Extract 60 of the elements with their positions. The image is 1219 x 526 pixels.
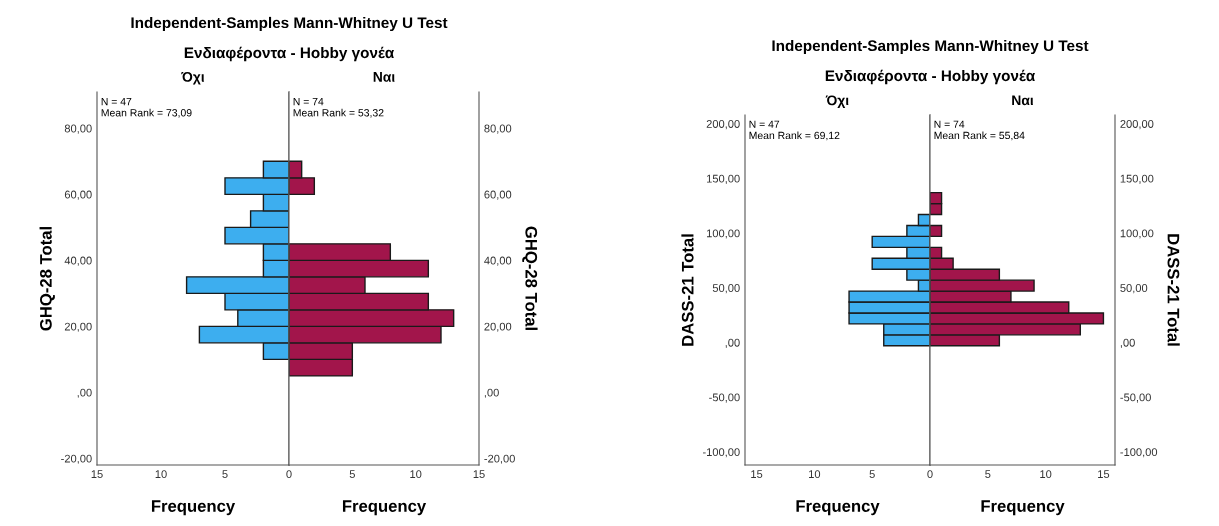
y-tick-label: 100,00 xyxy=(1120,229,1154,239)
y-axis-title: DASS-21 Total xyxy=(681,234,694,346)
text: Όχι xyxy=(181,71,205,85)
y-axis-title: GHQ-28 Total xyxy=(39,227,55,331)
annotation: N = 47 Mean Rank = 69,12 xyxy=(749,120,840,141)
y-tick-label: ,00 xyxy=(484,388,499,398)
x-axis-title: Frequency xyxy=(796,500,880,516)
y-tick-label: 200,00 xyxy=(706,120,740,130)
y-tick-label: 60,00 xyxy=(64,190,92,200)
x-tick-label: 0 xyxy=(286,470,292,479)
y-tick-label: -20,00 xyxy=(61,454,92,464)
text: Ναι xyxy=(1012,95,1034,106)
y-tick-label: 50,00 xyxy=(1120,284,1148,294)
y-tick-label: 200,00 xyxy=(1120,120,1154,130)
chart-subtitle: Ενδιαφέροντα - Hobby γονέα xyxy=(825,69,1036,85)
y-tick-label: 50,00 xyxy=(712,284,740,294)
annotation: N = 47 Mean Rank = 73,09 xyxy=(101,97,192,118)
y-tick-label: 20,00 xyxy=(484,322,512,332)
text: Όχι xyxy=(825,95,849,108)
x-tick-label: 0 xyxy=(927,470,933,479)
x-axis-title: Frequency xyxy=(981,500,1065,516)
y-tick-label: 80,00 xyxy=(484,124,512,134)
x-tick-label: 10 xyxy=(155,470,167,479)
y-tick-label: -100,00 xyxy=(702,448,740,458)
annotation: N = 74 Mean Rank = 53,32 xyxy=(293,97,384,118)
x-tick-label: 10 xyxy=(1040,470,1052,479)
x-tick-label: 5 xyxy=(985,470,991,479)
y-tick-label: 40,00 xyxy=(484,256,512,266)
y-tick-label: -100,00 xyxy=(1120,448,1158,458)
y-tick-label: 40,00 xyxy=(64,256,92,266)
y-tick-label: 80,00 xyxy=(64,124,92,134)
x-tick-label: 15 xyxy=(91,470,103,479)
x-tick-label: 5 xyxy=(349,470,355,479)
x-axis-title: Frequency xyxy=(151,500,236,516)
y-tick-label: ,00 xyxy=(725,338,740,348)
y-tick-label: -50,00 xyxy=(709,393,740,403)
x-tick-label: 5 xyxy=(222,470,228,479)
y-tick-label: 100,00 xyxy=(707,229,740,239)
y-tick-label: 150,00 xyxy=(1120,174,1154,184)
y-axis-title: DASS-21 Total xyxy=(1167,234,1180,346)
y-axis-title: GHQ-28 Total xyxy=(522,226,538,330)
y-tick-label: 60,00 xyxy=(484,190,512,200)
x-axis-title: Frequency xyxy=(342,500,427,516)
annotation: N = 74 Mean Rank = 55,84 xyxy=(934,120,1025,141)
x-tick-label: 5 xyxy=(869,470,875,479)
x-tick-label: 15 xyxy=(1098,470,1110,479)
y-tick-label: -50,00 xyxy=(1120,393,1151,403)
x-tick-label: 10 xyxy=(410,470,422,479)
chart-subtitle: Ενδιαφέροντα - Hobby γονέα xyxy=(184,46,395,62)
x-tick-label: 15 xyxy=(473,470,485,479)
y-tick-label: 20,00 xyxy=(64,322,92,332)
chart-title: Independent-Samples Mann-Whitney U Test xyxy=(772,39,1089,55)
y-tick-label: -20,00 xyxy=(484,454,515,464)
y-tick-label: ,00 xyxy=(1120,338,1135,348)
y-tick-label: ,00 xyxy=(77,388,92,398)
chart-title: Independent-Samples Mann-Whitney U Test xyxy=(131,16,448,32)
text: Ναι xyxy=(373,72,395,82)
x-tick-label: 15 xyxy=(751,470,763,479)
y-tick-label: 150,00 xyxy=(707,174,740,184)
x-tick-label: 10 xyxy=(809,470,821,479)
